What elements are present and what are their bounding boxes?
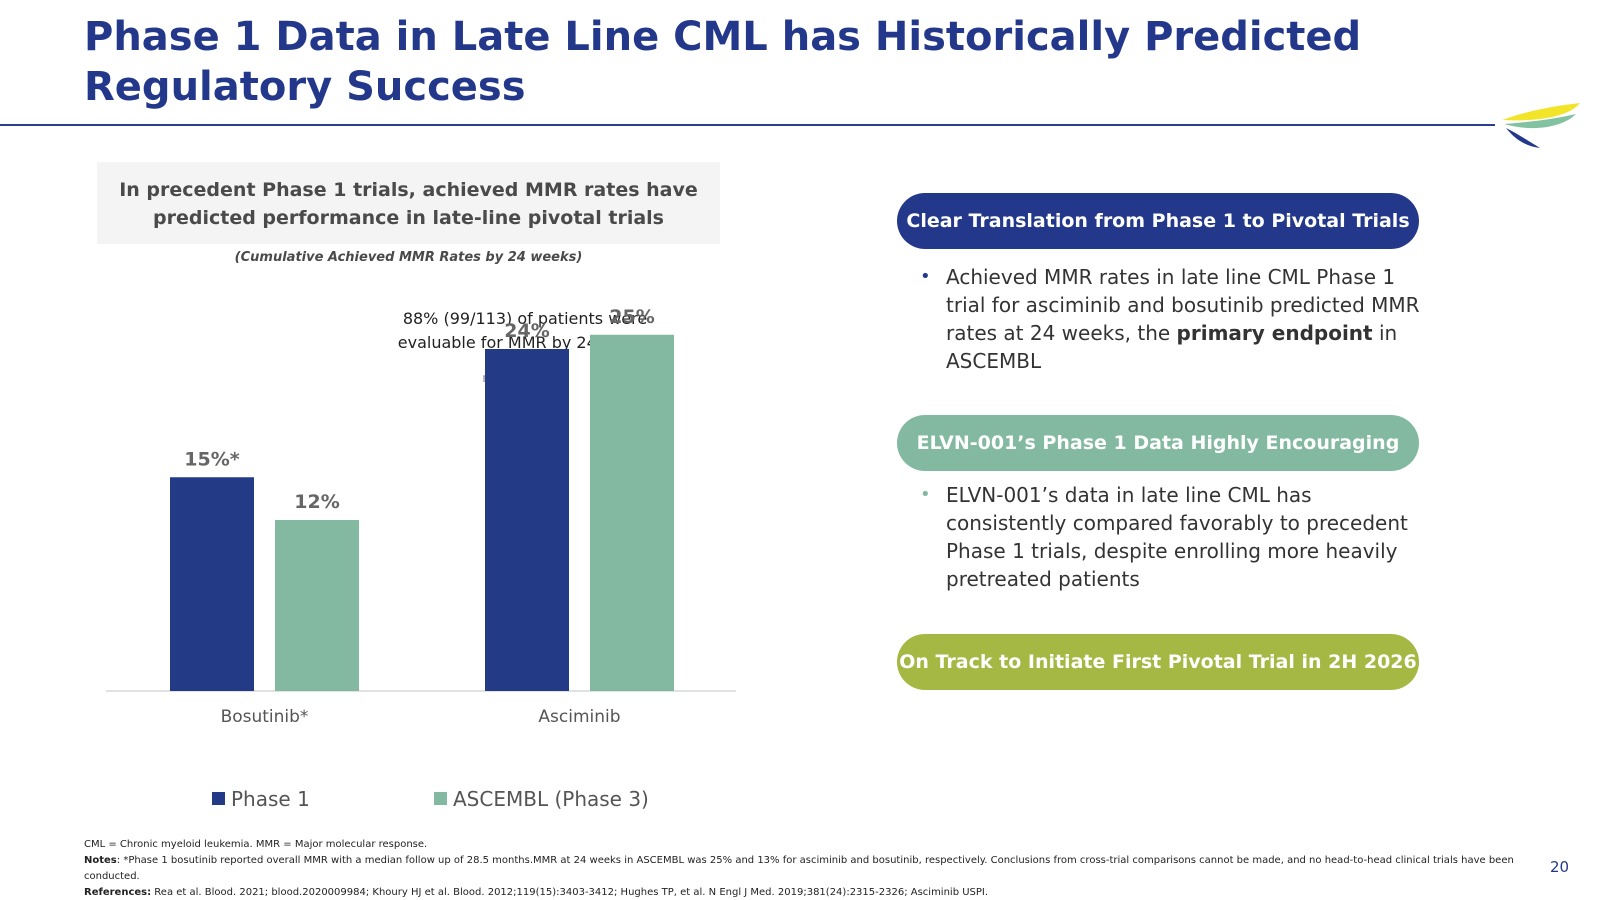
bullet-text-after: in ASCEMBL <box>946 321 1398 373</box>
chart-subtitle: (Cumulative Achieved MMR Rates by 24 wee… <box>234 250 583 265</box>
evaluable-annotation: 88% (99/113) of patients were evaluable … <box>370 307 680 355</box>
precedent-callout: In precedent Phase 1 trials, achieved MM… <box>97 162 720 244</box>
bullet-dot-icon: • <box>920 484 931 505</box>
bullet-translation-text: Achieved MMR rates in late line CML Phas… <box>920 263 1420 375</box>
bullet-dot-icon: • <box>920 266 931 287</box>
pill-pivotal-trial: On Track to Initiate First Pivotal Trial… <box>897 634 1419 690</box>
annotation-line-1: 88% (99/113) of patients were <box>402 309 648 328</box>
legend-label-phase-1: Phase 1 <box>231 787 310 811</box>
title-divider <box>0 124 1495 126</box>
bullet-text-bold: primary endpoint <box>1176 321 1373 345</box>
footer-references-label: References: <box>84 887 152 898</box>
annotation-line-2: evaluable for MMR by 24 weeks <box>397 333 653 352</box>
legend-swatch-phase-1 <box>212 792 225 805</box>
bullet-text-before: Achieved MMR rates in late line CML Phas… <box>946 265 1420 345</box>
bar-value-label: 24% <box>504 320 549 342</box>
category-label: Bosutinib* <box>221 707 309 727</box>
footer-references-text: Rea et al. Blood. 2021; blood.2020009984… <box>151 887 989 898</box>
slide-footer: CML = Chronic myeloid leukemia. MMR = Ma… <box>84 837 1524 900</box>
footer-notes-text: : *Phase 1 bosutinib reported overall MM… <box>84 855 1514 882</box>
bar-asciminib-series-1 <box>590 334 674 691</box>
bar-value-label: 25% <box>609 306 654 328</box>
footer-notes: Notes: *Phase 1 bosutinib reported overa… <box>84 853 1524 885</box>
bar-bosutinib-series-0 <box>170 477 254 691</box>
page-number: 20 <box>1550 858 1570 876</box>
legend-swatch-ascembl <box>434 792 447 805</box>
bullet-translation: • Achieved MMR rates in late line CML Ph… <box>920 263 1420 375</box>
footer-abbreviations: CML = Chronic myeloid leukemia. MMR = Ma… <box>84 839 428 850</box>
legend-item-phase-1: Phase 1 <box>212 787 310 811</box>
footer-notes-label: Notes <box>84 855 117 866</box>
company-logo-icon <box>1502 103 1580 148</box>
bar-value-label: 12% <box>294 491 339 513</box>
pill-clear-translation: Clear Translation from Phase 1 to Pivota… <box>897 193 1419 249</box>
precedent-line-1: In precedent Phase 1 trials, achieved MM… <box>119 179 698 201</box>
page-title: Phase 1 Data in Late Line CML has Histor… <box>84 14 1362 110</box>
bullet-elvn-text: ELVN-001’s data in late line CML has con… <box>946 483 1408 591</box>
bar-bosutinib-series-1 <box>275 520 359 691</box>
pill-elvn-encouraging: ELVN-001’s Phase 1 Data Highly Encouragi… <box>897 415 1419 471</box>
mmr-bar-chart: 15%* 12% Bosutinib* 24% 25% Asciminib <box>106 306 736 727</box>
legend-item-ascembl: ASCEMBL (Phase 3) <box>434 787 649 811</box>
bar-asciminib-series-0 <box>485 349 569 691</box>
footer-references: References: Rea et al. Blood. 2021; bloo… <box>84 885 1524 900</box>
legend-label-ascembl: ASCEMBL (Phase 3) <box>453 787 649 811</box>
bar-value-label: 15%* <box>184 448 239 470</box>
bullet-elvn: • ELVN-001’s data in late line CML has c… <box>920 481 1420 593</box>
precedent-line-2: predicted performance in late-line pivot… <box>153 207 664 229</box>
category-label: Asciminib <box>538 707 620 727</box>
